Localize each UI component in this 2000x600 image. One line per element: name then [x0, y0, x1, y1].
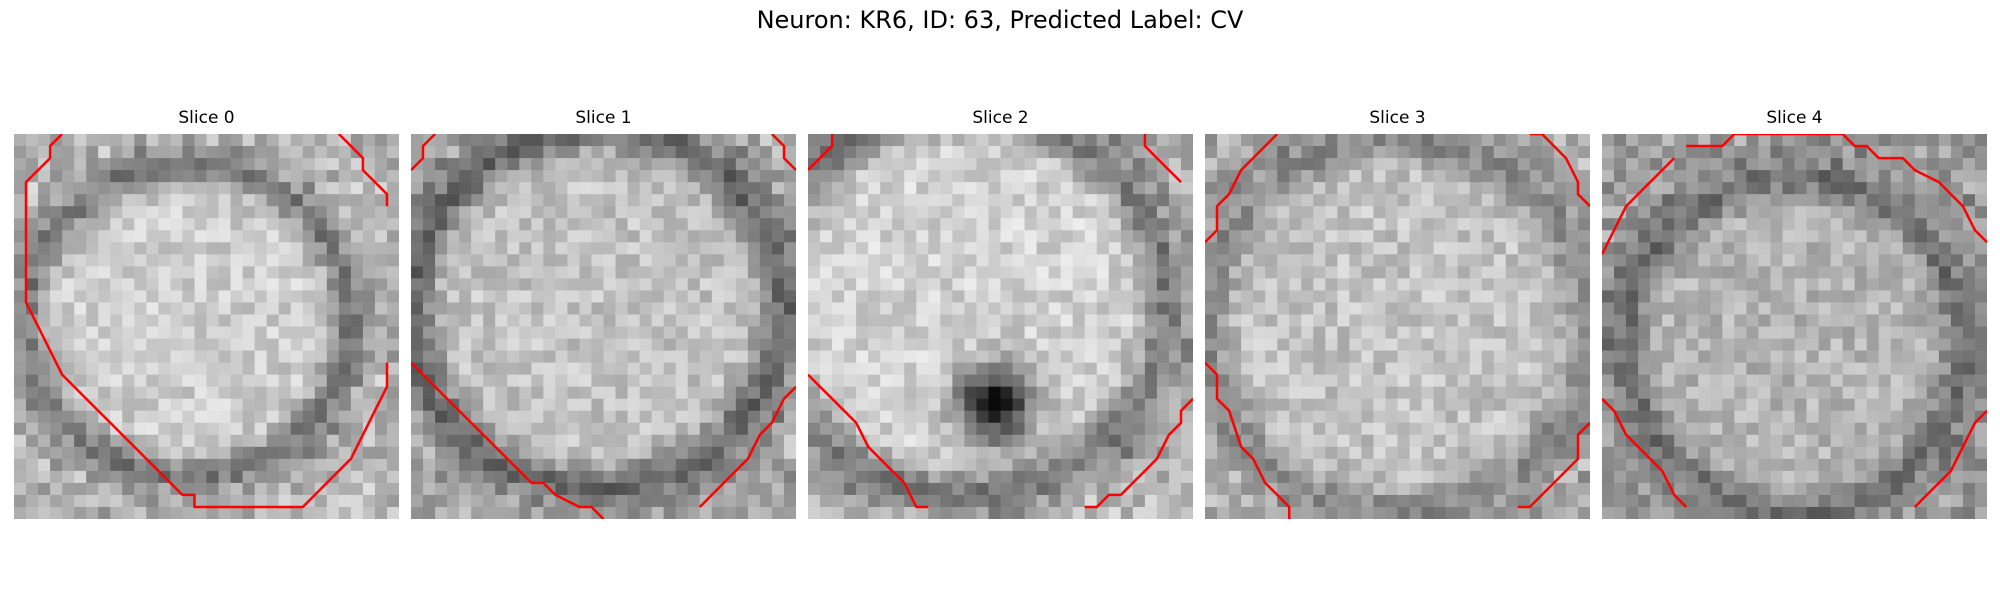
contour-line: [808, 134, 834, 171]
contour-line: [1602, 397, 1688, 508]
slice-image-0: [14, 134, 399, 519]
slice-panel-2: Slice 2: [808, 107, 1193, 519]
slice-panel-3: Slice 3: [1205, 107, 1590, 519]
slice-image-3: [1205, 134, 1590, 519]
contour-line: [1205, 134, 1279, 244]
contour-line: [1602, 157, 1676, 255]
contour-line: [1517, 421, 1590, 509]
slice-title-4: Slice 4: [1766, 108, 1823, 128]
contour-line: [411, 361, 605, 519]
contour-line: [1205, 361, 1291, 519]
contour-line: [1913, 409, 1987, 508]
figure-title: Neuron: KR6, ID: 63, Predicted Label: CV: [756, 6, 1244, 34]
contour-line: [24, 134, 389, 509]
contour-line: [411, 134, 436, 171]
slice-panel-1: Slice 1: [411, 107, 796, 519]
contour-line: [771, 134, 796, 171]
contour-line: [337, 134, 389, 207]
contour-line: [698, 385, 796, 508]
slice-title-1: Slice 1: [575, 108, 632, 128]
contour-line: [808, 373, 929, 509]
contour-line: [1084, 397, 1193, 509]
slice-image-2: [808, 134, 1193, 519]
slice-title-0: Slice 0: [178, 108, 235, 128]
slice-image-4: [1602, 134, 1987, 519]
slice-image-1: [411, 134, 796, 519]
contour-line: [1143, 134, 1182, 183]
contour-line: [1686, 134, 1987, 244]
contour-line: [1529, 134, 1590, 208]
slice-panel-4: Slice 4: [1602, 107, 1987, 519]
slice-title-2: Slice 2: [972, 108, 1029, 128]
slice-title-3: Slice 3: [1369, 108, 1426, 128]
slice-panel-0: Slice 0: [14, 107, 399, 519]
